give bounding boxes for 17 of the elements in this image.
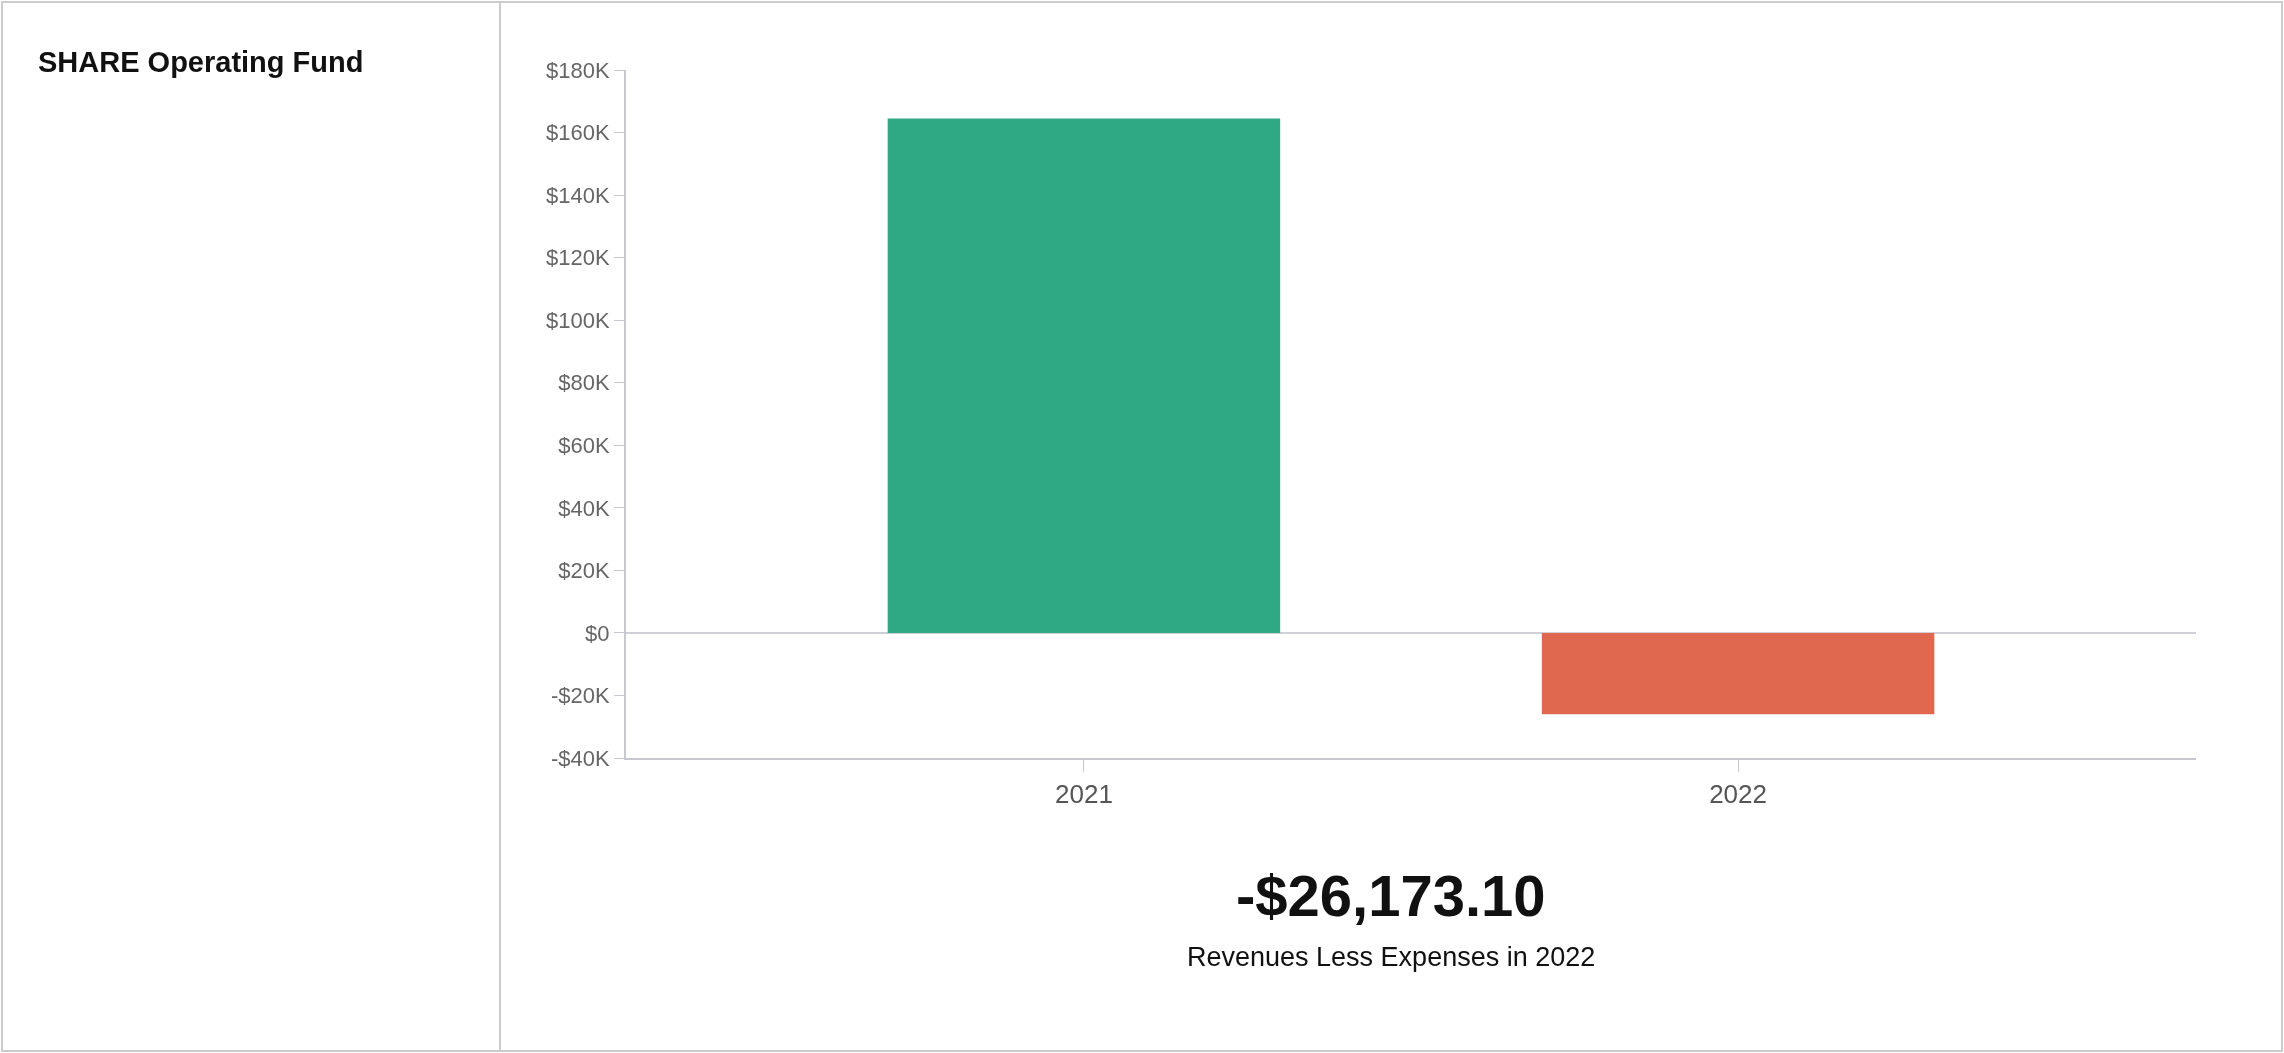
y-tick-label: $140K [545, 182, 610, 208]
y-tick-label: $160K [545, 120, 610, 146]
y-tick-label: $60K [558, 432, 610, 458]
y-tick-label: -$40K [550, 745, 610, 771]
text: Revenues Less Expenses in 2022 [1187, 942, 1596, 972]
x-tick-label: 2022 [1709, 779, 1767, 810]
y-tick-label: -$20K [550, 683, 610, 709]
x-tick-label: 2021 [1055, 779, 1113, 810]
y-tick-label: $180K [545, 57, 610, 83]
y-tick-label: $80K [558, 370, 610, 396]
y-tick-label: $120K [545, 245, 610, 271]
y-tick-label: $100K [545, 307, 610, 333]
y-tick-label: $40K [558, 495, 610, 521]
text: -$26,173.10 [1236, 863, 1546, 928]
text: SHARE Operating Fund [38, 46, 364, 78]
y-tick-label: $0 [585, 620, 610, 646]
y-tick-label: $20K [558, 558, 610, 584]
